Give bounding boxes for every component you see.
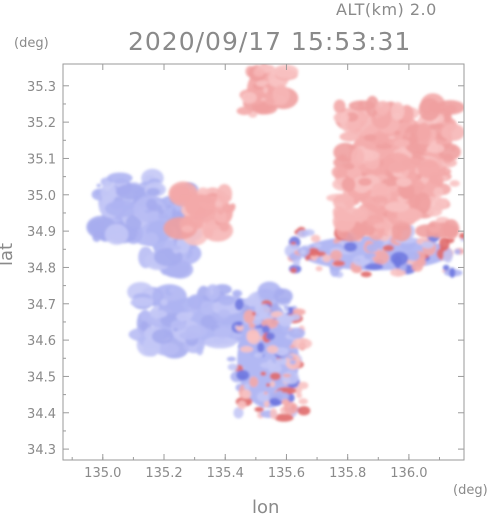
plot-frame <box>62 63 465 461</box>
x-unit-label: (deg) <box>453 483 488 498</box>
x-tick-label: 135.0 <box>84 466 121 481</box>
y-tick-label: 34.3 <box>27 443 56 458</box>
axes: 135.0 135.2 135.4 135.6 135.8 136.0 34.3 34.4 34… <box>27 63 465 481</box>
echo-region-6 <box>326 93 464 242</box>
y-tick-label: 34.4 <box>27 407 56 422</box>
x-tick-label: 135.4 <box>207 466 244 481</box>
echo-region-7 <box>236 64 299 118</box>
echo-region-3 <box>226 297 313 422</box>
echo-region-5 <box>163 181 236 246</box>
y-tick-label: 34.5 <box>27 370 56 385</box>
y-tick-label: 34.6 <box>27 334 56 349</box>
y-tick-label: 34.8 <box>27 261 56 276</box>
y-unit-label: (deg) <box>14 36 49 51</box>
y-tick-label: 35.2 <box>27 116 56 131</box>
x-tick-label: 135.6 <box>268 466 305 481</box>
x-tick-label: 135.2 <box>145 466 182 481</box>
y-tick-label: 35.0 <box>27 189 56 204</box>
y-tick-label: 34.9 <box>27 225 56 240</box>
echo-layer <box>86 64 464 422</box>
x-tick-label: 136.0 <box>390 466 427 481</box>
x-tick-label: 135.8 <box>329 466 366 481</box>
chart-title: 2020/09/17 15:53:31 <box>128 27 412 56</box>
echo-region-1 <box>133 182 208 279</box>
altitude-label: ALT(km) 2.0 <box>336 0 437 19</box>
y-tick-label: 35.3 <box>27 80 56 95</box>
y-tick-label: 34.7 <box>27 298 56 313</box>
y-tick-label: 35.1 <box>27 152 56 167</box>
x-axis-label: lon <box>252 497 280 518</box>
echo-region-4 <box>284 224 464 278</box>
